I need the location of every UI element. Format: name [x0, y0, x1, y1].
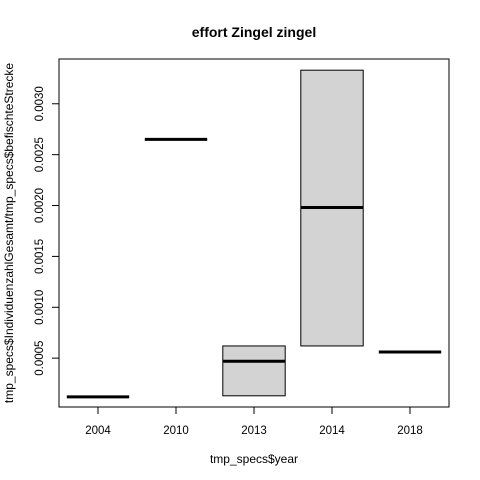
- y-tick-label-1: 0.0010: [34, 290, 46, 325]
- y-tick-label-0: 0.0005: [34, 341, 46, 376]
- x-axis-label: tmp_specs$year: [210, 452, 298, 466]
- box-2013: [222, 345, 286, 397]
- y-tick-label-3: 0.0020: [34, 188, 46, 223]
- y-tick-label-4: 0.0025: [34, 137, 46, 172]
- y-tick-label-5: 0.0030: [34, 86, 46, 121]
- x-tick-label-2018: 2018: [397, 425, 423, 437]
- x-tick-label-2004: 2004: [85, 425, 111, 437]
- x-tick-label-2013: 2013: [241, 425, 267, 437]
- chart-title: effort Zingel zingel: [192, 24, 316, 40]
- y-tick-label-2: 0.0015: [34, 239, 46, 274]
- y-axis-label: tmp_specs$IndividuenzahlGesamt/tmp_specs…: [2, 63, 16, 404]
- x-tick-label-2014: 2014: [319, 425, 345, 437]
- plot-area: 2004 2010 2013 2014 2018 0.0005 0.0010 0.0015 0.…: [34, 58, 450, 437]
- x-tick-label-2010: 2010: [163, 425, 189, 437]
